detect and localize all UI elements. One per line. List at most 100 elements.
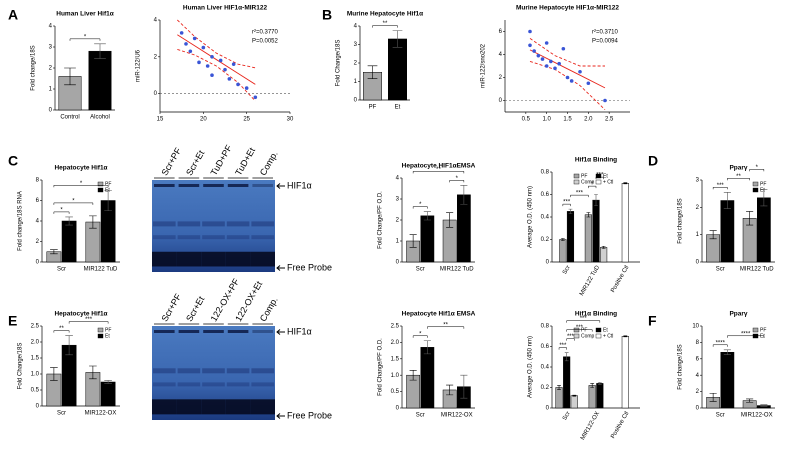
error-bar: [746, 398, 754, 403]
chart-title: Murine Hepatocyte Hif1α: [347, 11, 423, 18]
point: [544, 64, 549, 68]
bar: [563, 356, 571, 409]
y-tick-label: 0.8: [541, 170, 550, 176]
blot-band: [153, 221, 176, 227]
significance-bracket: [69, 38, 101, 41]
error-bar: [446, 212, 454, 228]
x-tick-label: MIR122 TuD: [740, 267, 774, 273]
point: [179, 31, 184, 35]
y-tick-label: 0: [499, 98, 503, 104]
error-bar: [564, 352, 569, 362]
bar: [555, 387, 563, 409]
error-bar: [723, 192, 731, 209]
significance-label: *: [80, 181, 83, 187]
error-bar: [623, 335, 628, 338]
blot-band: [203, 184, 224, 187]
legend-swatch: [752, 327, 759, 333]
ci-lower: [177, 49, 256, 102]
significance-label: ****: [716, 340, 726, 346]
y-axis-label: Fold change/18S: [678, 344, 684, 389]
error-bar: [590, 383, 595, 388]
y-tick-label: 4: [154, 18, 158, 24]
x-tick-label: Positive Ctl: [610, 265, 630, 294]
blot-band: [178, 330, 200, 333]
bar: [584, 214, 592, 263]
legend-swatch: [752, 181, 759, 187]
y-tick-label: 3: [49, 45, 53, 51]
x-tick-label: 2.5: [605, 117, 614, 123]
y-tick-label: 4: [49, 24, 53, 30]
point: [561, 46, 566, 51]
y-tick-label: 1.0: [31, 372, 40, 378]
y-axis-label: Fold change/18S: [678, 198, 684, 243]
legend-label: PF: [105, 328, 111, 334]
significance-label: *: [60, 207, 63, 213]
bar: [588, 385, 596, 409]
point: [528, 29, 532, 34]
x-tick-label: PF: [369, 105, 377, 111]
x-tick-label: MIR122 TuD: [84, 267, 118, 273]
x-tick-label: Alcohol: [90, 115, 110, 121]
blot-band: [178, 184, 200, 187]
blot-band: [177, 221, 201, 227]
significance-label: ****: [741, 331, 751, 337]
annotation: r²=0.3710: [592, 30, 619, 36]
panel-label: D: [648, 153, 658, 169]
significance-label: **: [59, 326, 64, 332]
bar: [388, 38, 407, 101]
significance-label: **: [436, 167, 441, 173]
error-bar: [460, 185, 468, 205]
x-tick-label: 30: [287, 117, 294, 123]
y-tick-label: 2: [499, 75, 503, 81]
error-bar: [423, 211, 431, 221]
x-tick-label: Scr: [416, 413, 425, 419]
blot-band: [176, 251, 202, 267]
y-tick-label: 2: [696, 205, 700, 211]
bar: [570, 395, 578, 409]
error-bar: [601, 245, 606, 249]
point: [569, 79, 574, 83]
blot-band: [152, 399, 177, 415]
error-bar: [460, 374, 468, 399]
x-tick-label: Control: [60, 115, 79, 121]
y-tick-label: 0.8: [541, 324, 550, 330]
arrow: [276, 329, 285, 335]
y-axis-label: Fold change/18S: [31, 45, 37, 90]
blot-band: [252, 184, 273, 187]
significance-bracket: [53, 211, 70, 214]
point: [532, 49, 536, 53]
lane-label: Scr+PF: [159, 292, 183, 324]
significance-bracket: [53, 185, 109, 188]
y-axis-label: Fold Change/18S: [18, 343, 24, 390]
significance-bracket: [412, 171, 465, 174]
x-tick-label: Scr: [416, 267, 425, 273]
significance-bracket: [53, 330, 70, 333]
blot-band: [153, 235, 176, 240]
legend-swatch: [97, 333, 104, 339]
significance-bracket: [595, 176, 604, 180]
point: [253, 95, 258, 100]
blot-band: [225, 399, 251, 415]
ci-upper: [529, 38, 605, 67]
significance-bracket: [562, 203, 571, 207]
y-tick-label: 8: [696, 340, 700, 346]
legend-label: PF: [105, 182, 111, 188]
point: [536, 53, 541, 58]
y-tick-label: 1.5: [391, 356, 400, 362]
bar: [100, 381, 116, 407]
error-bar: [367, 65, 378, 80]
significance-label: **: [736, 174, 741, 180]
point: [586, 81, 591, 86]
y-axis-label: Average O.D. (450 nm): [528, 186, 534, 248]
chart-title: Hepatocyte Hif1α EMSA: [402, 311, 476, 318]
y-tick-label: 0: [36, 404, 40, 410]
legend-swatch: [573, 333, 580, 339]
blot-band: [226, 382, 250, 387]
lane-label: Comp.: [258, 295, 280, 323]
annotation: P=0.0094: [592, 39, 619, 45]
y-tick-label: 1: [49, 87, 53, 93]
blot-band: [152, 251, 177, 267]
y-axis-label: Fold Change/PF O.D.: [378, 338, 384, 396]
point: [565, 75, 570, 80]
lane-label: Scr+PF: [159, 146, 183, 178]
